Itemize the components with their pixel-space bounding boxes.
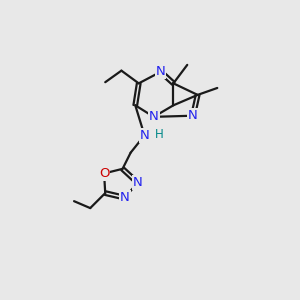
Text: H: H [155, 128, 164, 141]
Text: N: N [120, 191, 130, 204]
Text: N: N [133, 176, 142, 189]
Text: N: N [188, 109, 198, 122]
Text: O: O [99, 167, 109, 180]
Text: N: N [156, 65, 166, 78]
Text: N: N [140, 129, 149, 142]
Text: N: N [149, 110, 159, 123]
